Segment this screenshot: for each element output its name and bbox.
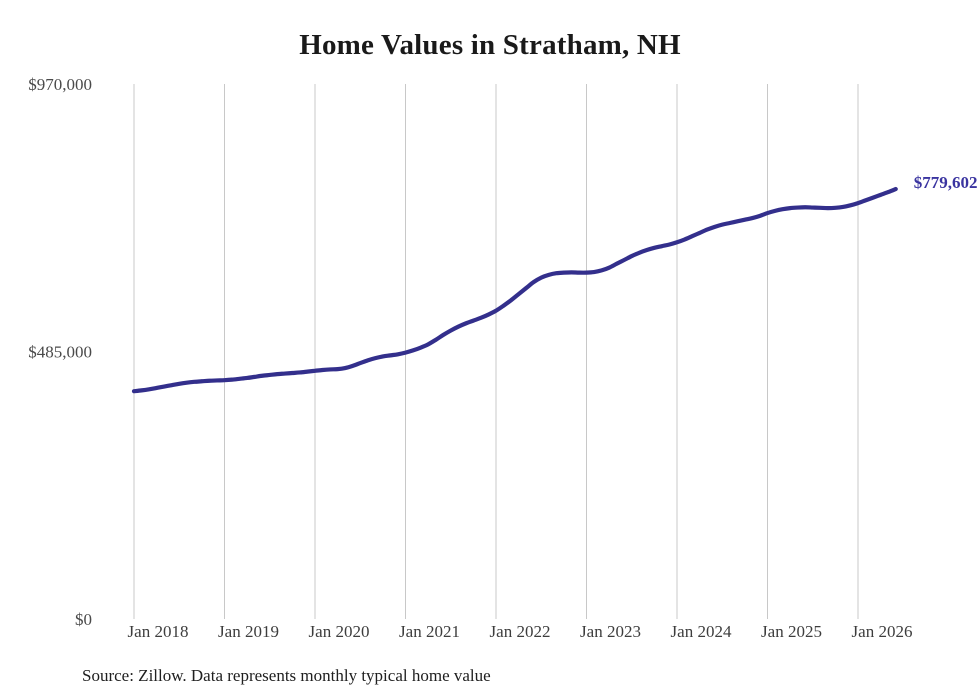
x-tick-label: Jan 2020	[309, 622, 370, 641]
x-tick-label: Jan 2019	[218, 622, 279, 641]
y-axis-tick-labels: $0 $485,000 $970,000	[28, 75, 92, 629]
y-tick-label: $0	[75, 610, 92, 629]
gridlines-group	[133, 84, 859, 619]
y-tick-label: $485,000	[28, 343, 92, 362]
chart-title: Home Values in Stratham, NH	[299, 29, 681, 61]
x-tick-label: Jan 2021	[399, 622, 460, 641]
x-tick-label: Jan 2018	[128, 622, 189, 641]
x-tick-label: Jan 2023	[580, 622, 641, 641]
x-tick-label: Jan 2025	[761, 622, 822, 641]
x-tick-label: Jan 2026	[852, 622, 913, 641]
x-tick-label: Jan 2024	[671, 622, 732, 641]
x-tick-label: Jan 2022	[490, 622, 551, 641]
x-axis-tick-labels: Jan 2018 Jan 2019 Jan 2020 Jan 2021 Jan 2022…	[128, 622, 913, 641]
home-value-line-series	[131, 186, 898, 394]
source-note: Source: Zillow. Data represents monthly …	[82, 666, 491, 685]
y-tick-label: $970,000	[28, 75, 92, 94]
end-value-annotation: $779,602	[914, 173, 978, 192]
